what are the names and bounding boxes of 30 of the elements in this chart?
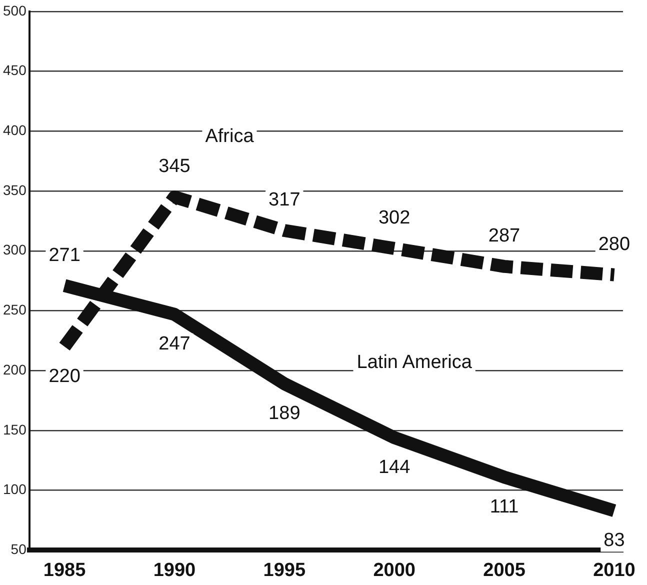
y-tick-label: 100 bbox=[3, 481, 27, 498]
text: Africa bbox=[205, 126, 254, 148]
data-label: 345 bbox=[158, 156, 190, 178]
y-tick-label: 250 bbox=[3, 302, 27, 318]
x-tick-label: 2005 bbox=[483, 560, 526, 581]
x-tick-label: 2000 bbox=[373, 560, 416, 581]
data-label: 280 bbox=[598, 234, 630, 256]
x-tick-label: 1990 bbox=[153, 560, 196, 581]
data-label: 317 bbox=[268, 190, 300, 211]
x-tick-label: 1995 bbox=[263, 560, 306, 581]
y-tick-label: 400 bbox=[3, 122, 27, 138]
data-label: 247 bbox=[158, 334, 190, 355]
y-tick-label: 300 bbox=[3, 242, 27, 258]
y-tick-label: 150 bbox=[3, 421, 27, 438]
x-tick-label: 2010 bbox=[593, 560, 636, 581]
data-label: 302 bbox=[378, 208, 410, 229]
data-label: 189 bbox=[268, 403, 300, 424]
y-tick-label: 350 bbox=[3, 182, 27, 198]
y-tick-label: 50 bbox=[10, 541, 27, 558]
text: Latin America bbox=[356, 352, 472, 373]
data-label: 83 bbox=[604, 530, 625, 551]
data-label: 287 bbox=[488, 226, 520, 247]
y-tick-label: 450 bbox=[3, 62, 27, 78]
y-tick-label: 200 bbox=[3, 361, 27, 378]
data-label: 144 bbox=[378, 456, 411, 478]
data-label: 220 bbox=[48, 366, 80, 387]
data-label: 111 bbox=[490, 496, 519, 518]
y-tick-label: 500 bbox=[3, 2, 27, 18]
data-label: 271 bbox=[48, 244, 80, 266]
x-tick-label: 1985 bbox=[43, 560, 86, 581]
